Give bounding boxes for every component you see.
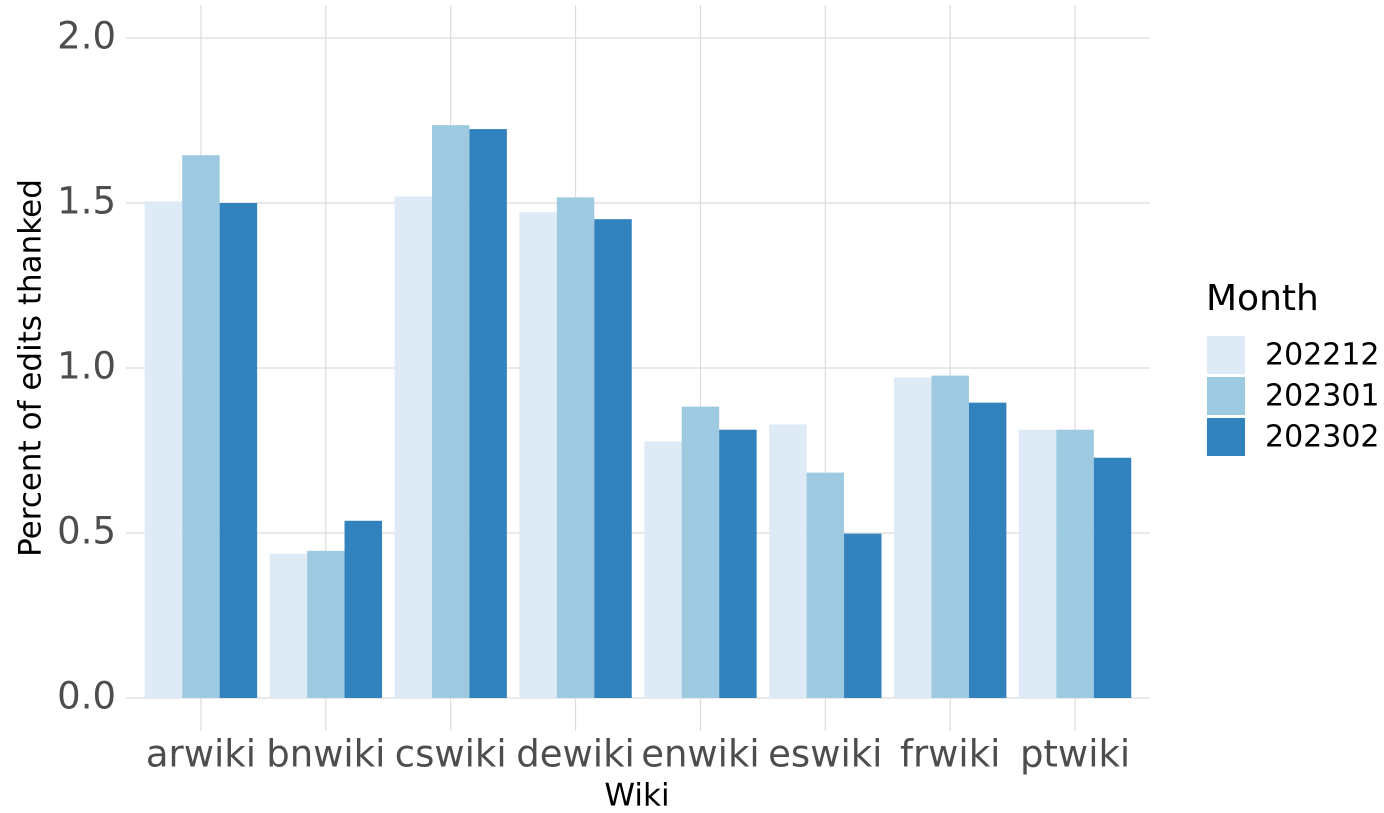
y-axis-title: Percent of edits thanked	[13, 179, 49, 557]
bar	[844, 533, 882, 698]
y-tick-label: 1.5	[57, 180, 116, 223]
bar	[968, 402, 1007, 698]
x-tick-label: bnwiki	[266, 733, 385, 776]
x-axis-title: Wiki	[604, 778, 669, 813]
legend-label: 202212	[1265, 338, 1380, 373]
bar	[594, 219, 632, 699]
bar	[269, 553, 308, 698]
x-tick-label: dewiki	[516, 733, 635, 776]
y-tick-label: 2.0	[57, 15, 116, 58]
bar	[1093, 457, 1132, 698]
bar	[681, 406, 720, 698]
legend-key	[1207, 377, 1245, 415]
bar	[931, 375, 969, 698]
bar	[431, 125, 470, 699]
legend-label: 202301	[1265, 379, 1380, 414]
bar	[219, 203, 258, 698]
x-tick-label: cswiki	[395, 733, 507, 776]
bar	[556, 197, 595, 698]
y-tick-label: 0.0	[57, 675, 116, 718]
y-tick-label: 0.5	[57, 510, 116, 553]
bar	[344, 520, 382, 698]
x-tick-label: enwiki	[641, 733, 759, 776]
bar	[469, 129, 507, 698]
legend-key	[1207, 336, 1245, 374]
y-tick-label: 1.0	[57, 345, 116, 388]
bar	[894, 377, 932, 698]
x-tick-label: arwiki	[146, 733, 256, 776]
legend-title: Month	[1206, 278, 1319, 319]
bar	[644, 441, 682, 698]
bar	[394, 196, 432, 698]
bar	[144, 201, 183, 698]
bar	[719, 429, 757, 698]
bar	[806, 472, 845, 698]
bar	[182, 155, 220, 698]
bar	[1018, 429, 1057, 698]
x-tick-label: ptwiki	[1020, 733, 1130, 776]
x-tick-label: frwiki	[900, 733, 1001, 776]
bar	[769, 424, 807, 698]
bar	[519, 212, 557, 699]
x-tick-label: eswiki	[768, 733, 882, 776]
legend-key	[1207, 418, 1245, 456]
legend-label: 202302	[1265, 420, 1380, 455]
bar	[1056, 429, 1094, 698]
bar	[307, 550, 345, 698]
